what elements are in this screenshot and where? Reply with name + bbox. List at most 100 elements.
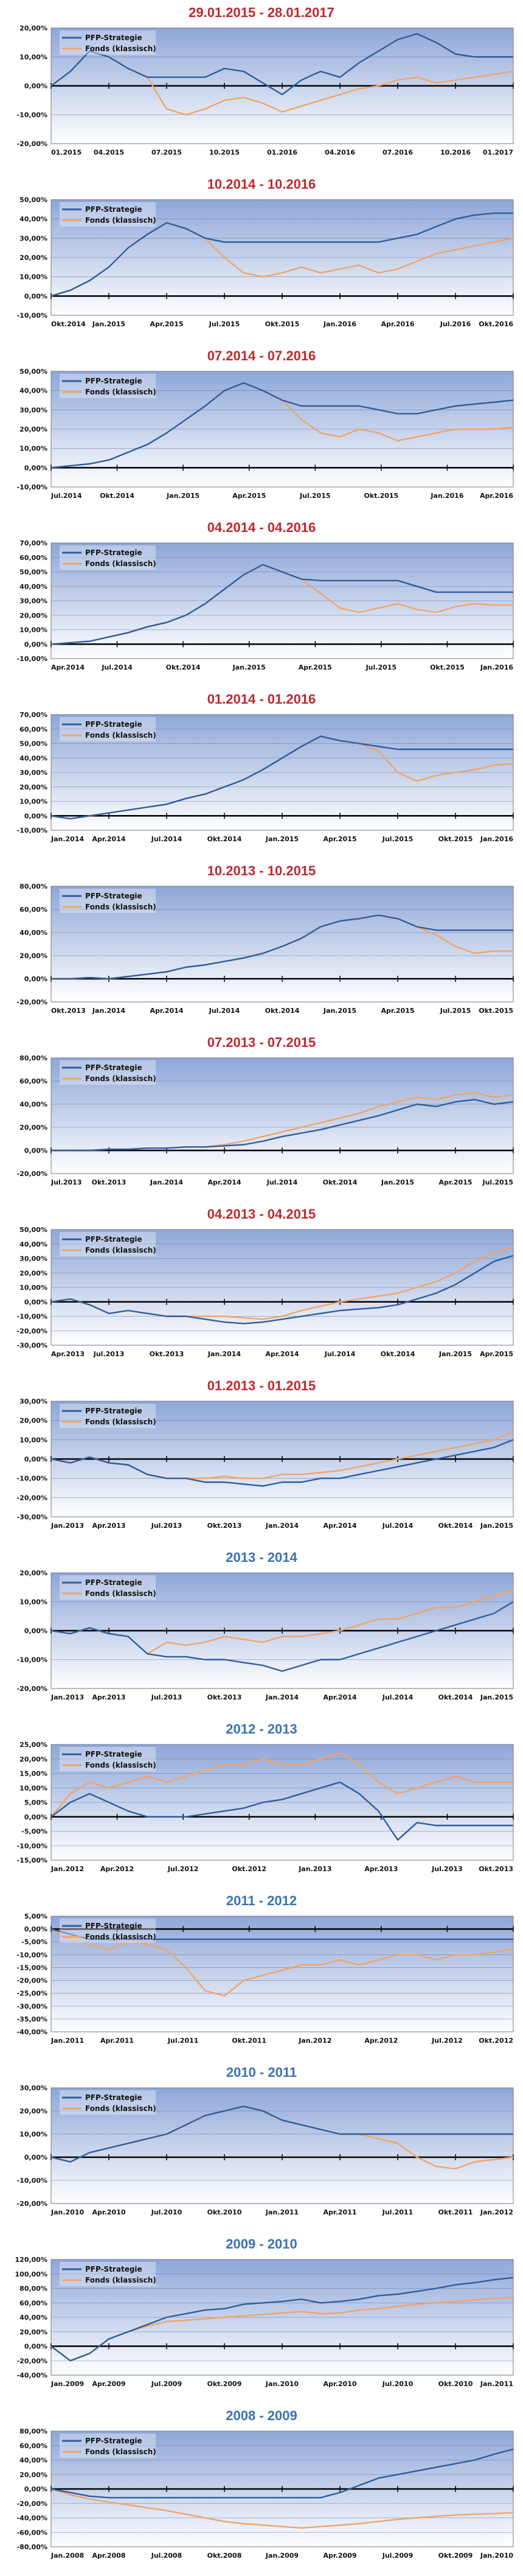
x-tick-label: Okt.2014 <box>438 1522 473 1530</box>
y-tick-label: 0,00% <box>24 975 47 983</box>
series-line-pfp <box>50 1781 513 1841</box>
x-tick-label: 04.2016 <box>325 149 355 156</box>
y-tick-label: -10,00% <box>17 1951 47 1959</box>
y-tick-label: 50,00% <box>19 740 47 748</box>
y-tick-label: 0,00% <box>24 1925 47 1933</box>
x-tick-label: Jan.2011 <box>480 2380 513 2388</box>
chart-panel: 2010 - 2011 30,00% 20,00% 10,00% 0,00% -10,00… <box>4 2060 519 2224</box>
x-tick-label: Jan.2008 <box>50 2552 84 2560</box>
x-tick-label: Jan.2015 <box>265 835 299 843</box>
y-tick-label: 0,00% <box>24 1298 47 1306</box>
y-tick-label: 20,00% <box>19 254 47 262</box>
y-tick-label: 10,00% <box>19 1598 47 1606</box>
chart-panel: 2008 - 2009 80,00% 60,00% 40,00% 20,00% 0,00%… <box>4 2403 519 2567</box>
y-tick-label: 50,00% <box>19 368 47 376</box>
x-tick-label: Jul.2015 <box>482 1178 514 1186</box>
legend-label-pfp: PFP-Strategie <box>85 1922 142 1930</box>
x-tick-label: Jul.2011 <box>167 2037 199 2045</box>
x-tick-label: Jul.2014 <box>209 1007 240 1015</box>
y-tick-label: 30,00% <box>19 406 47 414</box>
x-tick-label: Apr.2015 <box>323 835 356 843</box>
x-tick-label: Jan.2014 <box>92 1007 125 1015</box>
x-tick-label: Okt.2013 <box>207 1522 242 1530</box>
x-tick-label: Apr.2012 <box>364 2037 398 2045</box>
x-tick-label: Apr.2011 <box>323 2208 356 2216</box>
chart-title: 2011 - 2012 <box>226 1893 297 1908</box>
x-tick-label: 04.2015 <box>94 149 124 156</box>
y-tick-label: 70,00% <box>19 711 47 719</box>
x-tick-label: Okt.2014 <box>51 320 86 328</box>
y-tick-label: 40,00% <box>19 1241 47 1248</box>
x-tick-label: Jul.2012 <box>431 2037 463 2045</box>
y-tick-label: -5,00% <box>21 1938 47 1946</box>
y-tick-label: 20,00% <box>19 2107 47 2115</box>
y-tick-label: 20,00% <box>19 2328 47 2336</box>
x-tick-label: Apr.2013 <box>92 1522 125 1530</box>
y-tick-label: 40,00% <box>19 2314 47 2322</box>
x-tick-label: Okt.2013 <box>51 1007 86 1015</box>
x-tick-label: Okt.2015 <box>364 492 398 500</box>
series-line-pfp <box>50 33 513 96</box>
y-tick-label: -80,00% <box>17 2543 47 2551</box>
y-tick-label: -15,00% <box>17 1857 47 1864</box>
y-tick-label: 20,00% <box>19 425 47 433</box>
line-chart: 30,00%20,00%10,00%0,00%-10,00%-20,00%Jan… <box>17 2084 514 2216</box>
x-tick-label: Jul.2014 <box>324 1350 356 1358</box>
y-tick-label: -10,00% <box>17 312 47 320</box>
y-tick-label: 100,00% <box>15 2270 47 2278</box>
series-line-pfp <box>50 382 514 469</box>
x-tick-label: Jan.2014 <box>265 1522 299 1530</box>
y-tick-label: -10,00% <box>17 827 47 835</box>
y-tick-label: 10,00% <box>19 273 47 281</box>
x-tick-label: Okt.2010 <box>207 2208 242 2216</box>
series-line-pfp <box>50 1255 514 1325</box>
y-tick-label: 0,00% <box>24 1627 47 1635</box>
x-tick-label: Apr.2014 <box>323 1522 356 1530</box>
x-tick-label: Jan.2012 <box>50 1865 84 1873</box>
y-tick-label: 0,00% <box>24 812 47 820</box>
x-tick-label: Jan.2009 <box>265 2552 299 2560</box>
y-tick-label: -20,00% <box>17 998 47 1006</box>
legend-label-pfp: PFP-Strategie <box>85 892 142 900</box>
y-tick-label: 0,00% <box>24 82 47 90</box>
legend-label-pfp: PFP-Strategie <box>85 1063 142 1072</box>
legend <box>60 374 156 398</box>
y-tick-label: 60,00% <box>19 906 47 914</box>
x-tick-label: Okt.2008 <box>207 2552 242 2560</box>
y-tick-label: 40,00% <box>19 2457 47 2465</box>
x-tick-label: Apr.2014 <box>207 1178 241 1186</box>
y-tick-label: 40,00% <box>19 929 47 937</box>
chart-panel: 04.2014 - 04.2016 70,00% 60,00% 50,00% 40,00… <box>4 515 519 679</box>
y-tick-label: -35,00% <box>17 2015 47 2023</box>
y-tick-label: -30,00% <box>17 1342 47 1349</box>
x-tick-label: Jul.2012 <box>167 1865 199 1873</box>
y-tick-label: 40,00% <box>19 1101 47 1108</box>
x-tick-label: Jan.2014 <box>207 1350 241 1358</box>
y-tick-label: 60,00% <box>19 726 47 733</box>
x-tick-label: Apr.2009 <box>92 2380 125 2388</box>
x-tick-label: Okt.2010 <box>438 2380 473 2388</box>
x-tick-label: Okt.2015 <box>430 663 465 671</box>
chart-panel: 2012 - 2013 25,00% 20,00% 15,00% 10,00% 5,00%… <box>4 1717 519 1881</box>
legend-label-pfp: PFP-Strategie <box>85 1578 142 1587</box>
x-tick-label: Jan.2013 <box>50 1693 84 1701</box>
chart-title: 04.2013 - 04.2015 <box>207 1206 316 1222</box>
legend-label-fonds: Fonds (klassisch) <box>85 559 156 568</box>
y-tick-label: 60,00% <box>19 554 47 562</box>
x-tick-label: 01.2017 <box>483 149 513 156</box>
y-tick-label: 20,00% <box>19 1417 47 1425</box>
chart-panel: 01.2013 - 01.2015 30,00% 20,00% 10,00% 0,00%… <box>4 1373 519 1538</box>
y-tick-label: 80,00% <box>19 2427 47 2435</box>
y-tick-label: 0,00% <box>24 1147 47 1155</box>
chart-title: 01.2013 - 01.2015 <box>207 1378 316 1393</box>
x-tick-label: Okt.2014 <box>100 492 134 500</box>
chart-panel: 04.2013 - 04.2015 50,00% 40,00% 30,00% 20,00… <box>4 1202 519 1366</box>
chart-panel: 07.2014 - 07.2016 50,00% 40,00% 30,00% 20,00… <box>4 343 519 508</box>
x-tick-label: Apr.2015 <box>232 492 266 500</box>
x-tick-label: Jan.2015 <box>232 663 266 671</box>
x-tick-label: 10.2016 <box>440 149 471 156</box>
x-tick-label: Jul.2010 <box>382 2380 414 2388</box>
y-tick-label: 10,00% <box>19 2130 47 2138</box>
legend-label-pfp: PFP-Strategie <box>85 2437 142 2445</box>
x-tick-label: Apr.2015 <box>381 1007 414 1015</box>
